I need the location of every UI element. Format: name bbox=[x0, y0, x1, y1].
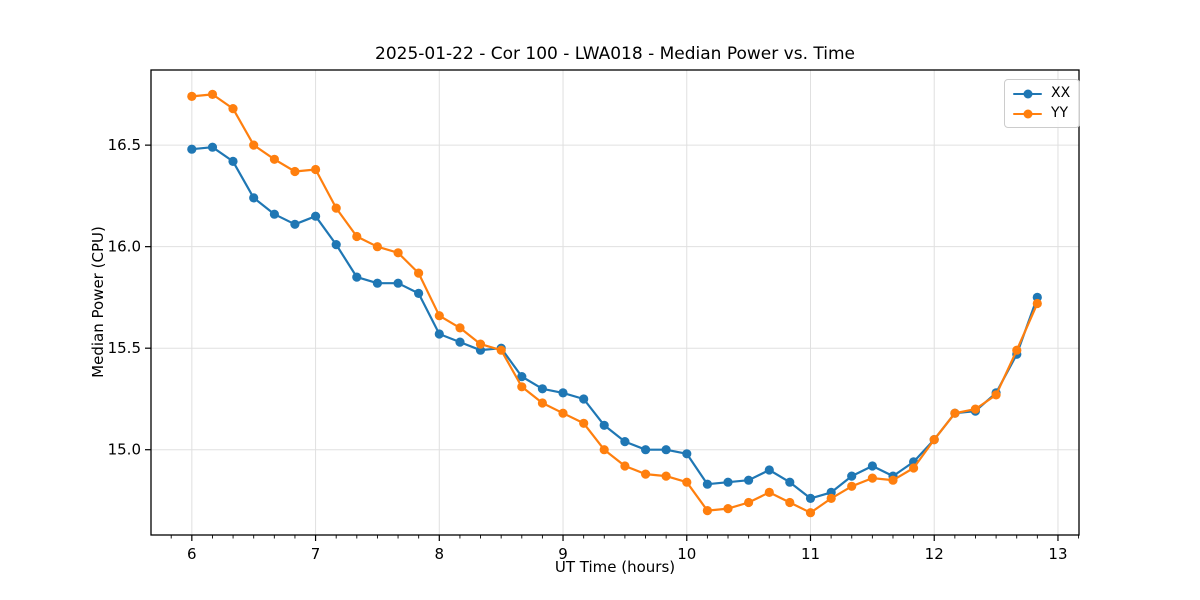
data-point-YY bbox=[744, 497, 754, 508]
legend-label: XX bbox=[1051, 85, 1071, 101]
legend-item-XX: XX bbox=[1013, 85, 1070, 102]
data-point-YY bbox=[599, 445, 609, 455]
data-point-YY bbox=[1032, 298, 1042, 309]
data-point-YY bbox=[352, 231, 362, 242]
data-point-YY bbox=[764, 487, 774, 497]
data-point-YY bbox=[929, 435, 939, 445]
y-tick-label: 15.5 bbox=[108, 339, 141, 357]
y-tick-label: 16.5 bbox=[108, 136, 141, 154]
data-point-XX bbox=[207, 142, 218, 152]
data-point-XX bbox=[867, 461, 878, 471]
data-point-YY bbox=[372, 242, 382, 252]
data-point-YY bbox=[805, 508, 816, 518]
data-point-XX bbox=[393, 278, 403, 288]
data-point-YY bbox=[579, 418, 589, 428]
data-point-YY bbox=[414, 268, 424, 278]
data-point-XX bbox=[228, 156, 238, 166]
data-point-YY bbox=[1012, 345, 1022, 355]
data-point-XX bbox=[785, 477, 795, 487]
data-point-YY bbox=[785, 497, 795, 508]
data-point-XX bbox=[187, 144, 197, 154]
axes-spines bbox=[150, 69, 1080, 536]
data-point-YY bbox=[991, 390, 1001, 400]
data-point-XX bbox=[331, 240, 341, 250]
x-tick-label: 13 bbox=[1048, 545, 1067, 563]
data-point-YY bbox=[888, 475, 898, 485]
data-point-XX bbox=[599, 420, 609, 430]
data-point-YY bbox=[207, 89, 218, 99]
data-point-YY bbox=[228, 104, 238, 114]
data-point-YY bbox=[496, 345, 506, 355]
x-axis-label: UT Time (hours) bbox=[554, 558, 676, 576]
data-point-XX bbox=[661, 445, 671, 455]
legend-label: YY bbox=[1051, 105, 1069, 121]
legend-item-YY: YY bbox=[1013, 105, 1070, 122]
data-point-YY bbox=[537, 398, 548, 408]
data-point-XX bbox=[311, 211, 321, 221]
data-point-XX bbox=[414, 288, 424, 298]
y-tick-label: 15.0 bbox=[108, 441, 141, 459]
chart-title: 2025-01-22 - Cor 100 - LWA018 - Median P… bbox=[375, 44, 855, 64]
data-point-XX bbox=[744, 475, 754, 485]
legend: XX YY bbox=[1004, 79, 1081, 128]
data-point-YY bbox=[269, 154, 279, 164]
line-marker-icon bbox=[1013, 89, 1042, 98]
data-point-YY bbox=[950, 408, 960, 418]
data-point-XX bbox=[702, 479, 713, 489]
data-point-XX bbox=[641, 445, 651, 455]
data-point-YY bbox=[290, 166, 300, 177]
x-tick-label: 12 bbox=[925, 545, 944, 563]
data-point-YY bbox=[249, 140, 259, 150]
data-point-YY bbox=[187, 91, 197, 101]
data-point-XX bbox=[805, 493, 816, 503]
data-point-XX bbox=[723, 477, 733, 487]
data-point-YY bbox=[970, 404, 981, 414]
data-point-XX bbox=[249, 193, 259, 203]
data-point-XX bbox=[455, 337, 465, 347]
data-point-YY bbox=[909, 463, 919, 473]
data-point-XX bbox=[620, 437, 630, 447]
data-point-YY bbox=[867, 473, 878, 483]
data-point-YY bbox=[620, 461, 630, 471]
data-point-YY bbox=[661, 471, 671, 481]
data-point-YY bbox=[641, 469, 651, 479]
data-point-XX bbox=[558, 388, 568, 398]
line-marker-icon bbox=[1013, 109, 1042, 118]
y-tick-label: 16.0 bbox=[108, 238, 141, 256]
data-point-YY bbox=[682, 477, 692, 487]
data-point-YY bbox=[455, 323, 465, 333]
data-point-YY bbox=[517, 382, 527, 392]
data-point-XX bbox=[517, 372, 527, 382]
data-point-YY bbox=[558, 408, 568, 418]
data-point-YY bbox=[723, 504, 733, 514]
x-tick-label: 11 bbox=[801, 545, 820, 563]
data-point-XX bbox=[434, 329, 444, 339]
y-axis-label: Median Power (CPU) bbox=[89, 226, 107, 378]
data-point-YY bbox=[311, 164, 321, 175]
x-tick-label: 10 bbox=[677, 545, 696, 563]
data-point-XX bbox=[372, 278, 382, 288]
x-tick-label: 6 bbox=[187, 545, 197, 563]
data-point-XX bbox=[269, 209, 279, 219]
data-point-XX bbox=[352, 272, 362, 282]
x-tick-label: 9 bbox=[558, 545, 568, 563]
data-point-XX bbox=[682, 449, 692, 459]
x-tick-label: 8 bbox=[435, 545, 445, 563]
data-point-XX bbox=[290, 219, 300, 229]
data-point-YY bbox=[475, 339, 486, 349]
data-point-YY bbox=[826, 493, 836, 503]
x-tick-label: 7 bbox=[311, 545, 321, 563]
series-line-XX bbox=[190, 146, 1039, 500]
data-point-YY bbox=[434, 311, 444, 321]
data-point-YY bbox=[702, 506, 713, 516]
data-point-YY bbox=[393, 248, 403, 258]
data-point-XX bbox=[579, 394, 589, 404]
data-point-XX bbox=[537, 384, 548, 394]
data-point-XX bbox=[847, 471, 857, 481]
data-point-XX bbox=[764, 465, 774, 475]
data-point-YY bbox=[331, 203, 341, 213]
data-point-YY bbox=[847, 481, 857, 491]
